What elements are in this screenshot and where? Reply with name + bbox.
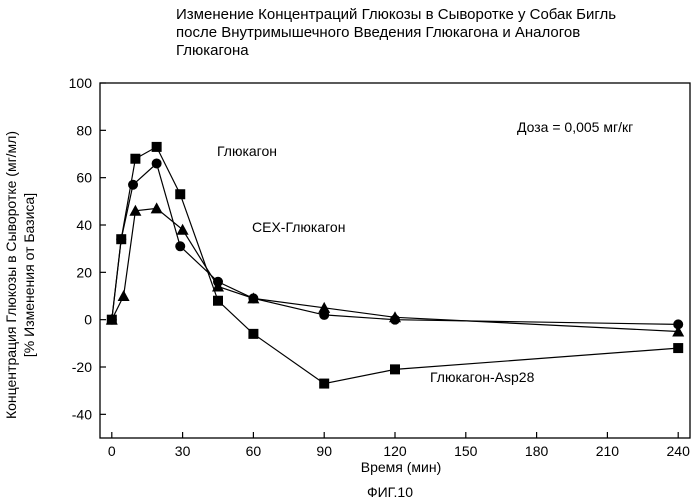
series-line-3 [112, 147, 678, 384]
square-marker [390, 364, 400, 374]
x-tick-label: 240 [667, 443, 691, 459]
x-tick-label: 180 [525, 443, 549, 459]
x-tick-label: 90 [316, 443, 332, 459]
square-marker [130, 154, 140, 164]
square-marker [213, 296, 223, 306]
y-tick-label: -20 [72, 359, 92, 375]
x-tick-label: 210 [596, 443, 620, 459]
y-tick-label: 80 [76, 122, 92, 138]
y-tick-label: 40 [76, 217, 92, 233]
square-marker [107, 315, 117, 325]
x-tick-label: 120 [383, 443, 407, 459]
square-marker [152, 142, 162, 152]
square-marker [248, 329, 258, 339]
series-label-glucagon: Глюкагон [217, 143, 277, 159]
plot-border [100, 83, 690, 438]
triangle-marker [177, 224, 189, 235]
circle-marker [152, 158, 162, 168]
x-tick-label: 60 [246, 443, 262, 459]
series-markers [106, 142, 684, 389]
plot-frame [100, 83, 690, 438]
circle-marker [128, 180, 138, 190]
circle-marker [175, 241, 185, 251]
series-label-glucagon-asp28: Глюкагон-Asp28 [430, 369, 535, 385]
x-axis: 0 30 60 90 120 150 180 210 240 [108, 432, 690, 459]
triangle-marker [118, 290, 130, 301]
x-tick-label: 30 [175, 443, 191, 459]
y-tick-label: 100 [69, 75, 93, 91]
square-marker [116, 234, 126, 244]
square-marker [319, 379, 329, 389]
series-line-1 [112, 164, 678, 325]
y-tick-label: 60 [76, 170, 92, 186]
chart-caption: ФИГ.10 [367, 484, 413, 500]
y-tick-label: 20 [76, 264, 92, 280]
square-marker [175, 189, 185, 199]
series-label-cex-glucagon: СЕХ-Глюкагон [252, 219, 345, 235]
y-axis-title-line1: Концентрация Глюкозы в Сыворотке (мг/мл) [3, 131, 19, 419]
series-lines [112, 147, 678, 384]
y-tick-label: -40 [72, 406, 92, 422]
y-tick-label: 0 [84, 312, 92, 328]
dose-annotation: Доза = 0,005 мг/кг [517, 119, 633, 135]
x-tick-label: 0 [108, 443, 116, 459]
square-marker [673, 343, 683, 353]
x-tick-label: 150 [454, 443, 478, 459]
triangle-marker [151, 202, 163, 213]
x-axis-title: Время (мин) [361, 459, 442, 475]
y-axis-title-line2: [% Изменения от Базиса] [21, 193, 37, 357]
